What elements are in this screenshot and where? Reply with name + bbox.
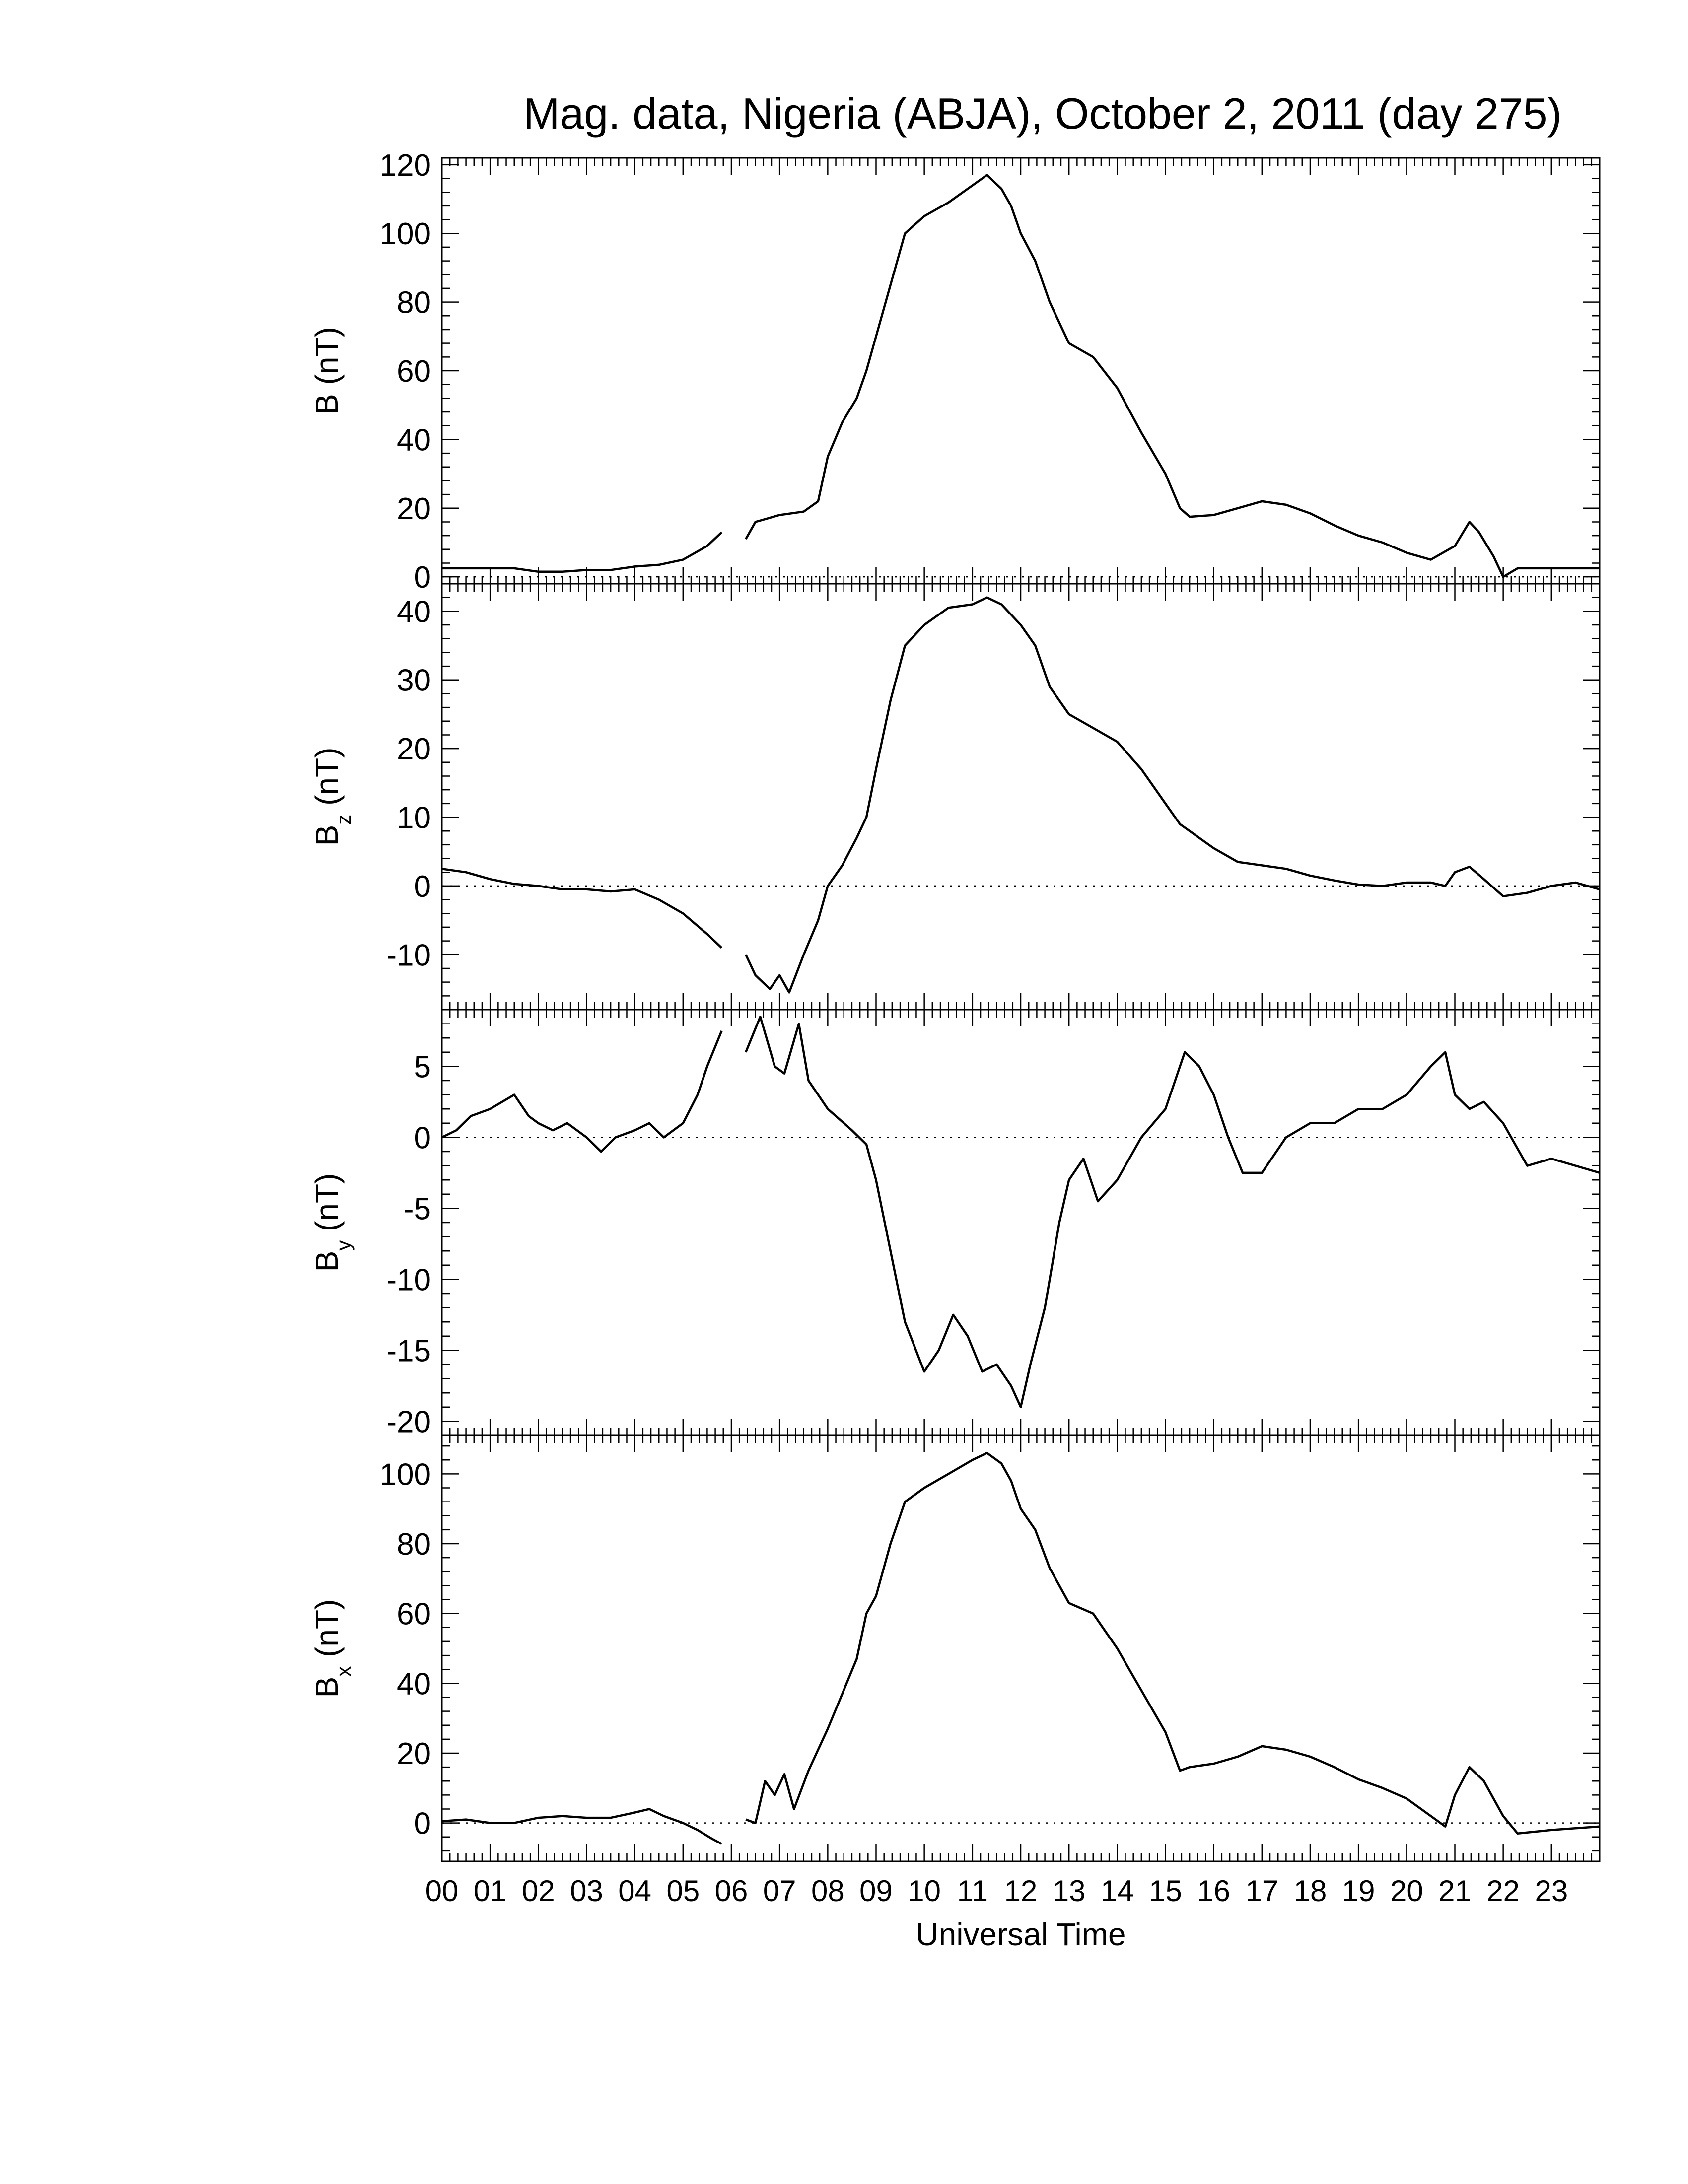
panel-0-y-tick-label-3: 60 [397,354,431,389]
x-tick-label-06: 06 [715,1874,748,1908]
x-tick-label-05: 05 [666,1874,700,1908]
panel-0-y-tick-label-1: 20 [397,492,431,526]
panel-0-series-segment-0 [442,531,723,573]
panel-2-y-tick-label-3: -5 [404,1192,431,1226]
x-tick-label-02: 02 [522,1874,555,1908]
x-tick-label-22: 22 [1486,1874,1520,1908]
x-tick-label-19: 19 [1342,1874,1375,1908]
x-tick-label-11: 11 [957,1874,988,1908]
x-tick-label-12: 12 [1004,1874,1038,1908]
panel-1-series-segment-1 [745,596,1600,994]
panel-0-y-axis-label: B (nT) [309,327,345,415]
x-axis-label: Universal Time [915,1916,1126,1952]
panel-0-series-segment-1 [745,174,1600,578]
chart-title: Mag. data, Nigeria (ABJA), October 2, 20… [523,89,1562,138]
panel-3-y-ticks [442,1445,1600,1852]
panel-2-y-tick-label-5: 5 [414,1050,431,1084]
x-tick-label-16: 16 [1197,1874,1230,1908]
panel-3-y-tick-label-5: 100 [380,1457,431,1492]
panel-2-y-axis-label: By (nT) [309,1173,355,1272]
panel-3-y-tick-label-1: 20 [397,1737,431,1771]
x-tick-label-10: 10 [908,1874,941,1908]
x-tick-label-14: 14 [1101,1874,1134,1908]
x-tick-label-13: 13 [1053,1874,1086,1908]
panel-1-y-tick-label-1: 0 [414,870,431,904]
panel-3-y-axis-label: Bx (nT) [309,1599,355,1698]
x-tick-label-07: 07 [763,1874,796,1908]
panel-1-y-tick-label-0: -10 [386,938,431,972]
x-tick-label-17: 17 [1245,1874,1278,1908]
panel-1-y-ticks [442,583,1600,1011]
x-tick-label-18: 18 [1294,1874,1327,1908]
panel-1-series-segment-0 [441,868,723,949]
panel-0-y-tick-label-0: 0 [414,560,431,595]
panel-1-y-tick-label-5: 40 [397,595,431,629]
x-tick-label-01: 01 [474,1874,507,1908]
x-tick-label-08: 08 [811,1874,844,1908]
panel-2-series-segment-1 [745,1016,1600,1409]
x-tick-label-15: 15 [1149,1874,1182,1908]
x-tick-label-20: 20 [1390,1874,1423,1908]
panel-1-y-axis-label: Bz (nT) [309,748,355,846]
panel-0-x-ticks [441,158,1601,584]
panel-1-y-tick-label-4: 30 [397,664,431,698]
panel-2-y-tick-label-2: -10 [386,1263,431,1297]
panel-3-y-tick-label-2: 40 [397,1667,431,1701]
panel-3-series-segment-1 [745,1451,1600,1835]
x-tick-label-21: 21 [1438,1874,1472,1908]
panel-3-frame [441,1434,1601,1862]
panel-2-x-ticks [441,1010,1601,1435]
panel-0-y-ticks [442,164,1600,578]
panel-0-y-tick-label-2: 40 [397,423,431,457]
panel-2-y-tick-label-4: 0 [414,1121,431,1155]
panel-1-y-tick-label-2: 10 [397,801,431,835]
panel-3-y-tick-label-4: 80 [397,1527,431,1562]
panel-0-y-tick-label-5: 100 [380,217,431,251]
panel-0-frame [441,157,1601,585]
panel-0-y-tick-label-6: 120 [380,148,431,183]
panel-1-x-ticks [441,584,1601,1010]
x-tick-label-23: 23 [1535,1874,1568,1908]
x-tick-label-04: 04 [618,1874,651,1908]
x-tick-label-00: 00 [425,1874,459,1908]
panel-2-y-tick-label-0: -20 [386,1405,431,1439]
panel-2-y-tick-label-1: -15 [386,1334,431,1368]
panel-1-frame [441,583,1601,1011]
panel-3-y-tick-label-3: 60 [397,1597,431,1632]
panel-3-x-ticks [441,1435,1601,1861]
x-tick-label-03: 03 [570,1874,603,1908]
panel-3-series-segment-0 [441,1808,722,1845]
x-tick-label-09: 09 [859,1874,893,1908]
panel-3-y-tick-label-0: 0 [414,1807,431,1841]
panel-0-y-tick-label-4: 80 [397,286,431,320]
panel-1-y-tick-label-3: 20 [397,732,431,766]
panel-2-series-segment-0 [441,1030,723,1153]
